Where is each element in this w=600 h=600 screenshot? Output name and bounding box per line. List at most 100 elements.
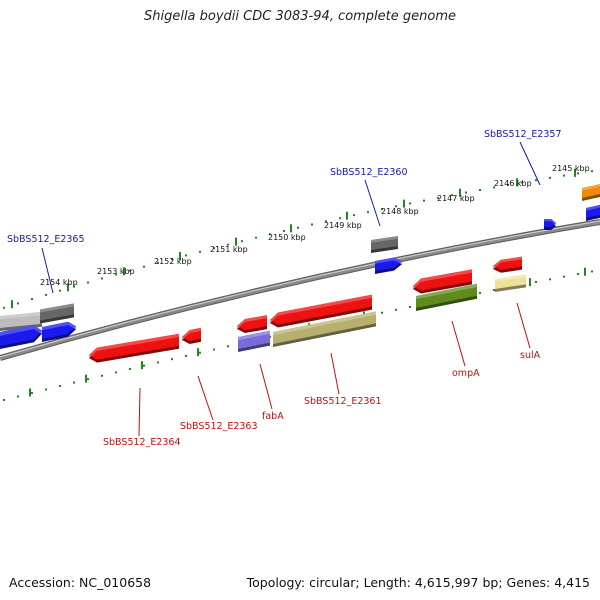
- blue-feature-highlight: [0, 325, 42, 336]
- gray-feature-highlight: [371, 235, 398, 243]
- inner-gene-label: fabA: [262, 411, 284, 422]
- outer-ring-major-tick: [403, 199, 405, 208]
- gene-features: [0, 184, 600, 363]
- pale-yellow-feature-highlight: [495, 274, 526, 282]
- outer-ring-major-tick: [516, 178, 518, 187]
- outer-ring-dot: [297, 226, 299, 229]
- outer-ring-dot: [563, 174, 565, 177]
- inner-ring-dot: [17, 395, 19, 398]
- genome-backbone: [0, 219, 600, 361]
- outer-ring-major-tick: [11, 300, 13, 309]
- red-feature: [493, 256, 522, 273]
- red-feature: [237, 315, 267, 334]
- outer-ring-dot: [325, 220, 327, 223]
- inner-ring-dot: [143, 364, 145, 367]
- inner-label-leader: [330, 352, 340, 395]
- blue-feature-highlight: [586, 204, 600, 211]
- inner-ring-major-tick: [85, 374, 87, 383]
- inner-ring-dot: [591, 270, 593, 273]
- gene-labels: SbBS512_E2357 SbBS512_E2360 SbBS512_E2365s…: [7, 129, 562, 448]
- outer-ring-dot: [549, 176, 551, 179]
- red-feature: [270, 294, 372, 328]
- outer-ring-dot: [367, 211, 369, 214]
- inner-ring-dot: [45, 388, 47, 391]
- outer-ring-dot: [521, 181, 523, 184]
- outer-ring-dot: [535, 179, 537, 182]
- outer-ring-dot: [143, 265, 145, 268]
- pale-yellow-feature: [495, 274, 526, 292]
- inner-ring-major-tick: [584, 267, 586, 276]
- inner-ring-major-tick: [141, 361, 143, 370]
- backbone-line: [0, 220, 600, 360]
- red-feature-highlight: [237, 315, 267, 330]
- inner-ring-dot: [493, 289, 495, 292]
- olive-feature-highlight: [416, 283, 477, 300]
- outer-ring-dot: [395, 205, 397, 208]
- purple-feature: [238, 330, 270, 352]
- gray-feature: [40, 303, 74, 324]
- outer-ring-dot: [101, 277, 103, 280]
- outer-ring-dot: [3, 306, 5, 309]
- red-feature: [413, 269, 472, 294]
- khaki-feature-highlight: [273, 311, 376, 336]
- outer-ring-major-tick: [179, 252, 181, 261]
- olive-feature: [416, 283, 477, 311]
- outer-ring-dot: [227, 243, 229, 246]
- blue-feature: [586, 204, 600, 221]
- outer-ring-dot: [241, 240, 243, 243]
- inner-ring-dot: [73, 381, 75, 384]
- red-feature: [182, 327, 201, 344]
- light-gray-feature-highlight: [0, 311, 42, 320]
- outer-ring-dot: [31, 298, 33, 301]
- scale-tick-label: 2150 kbp: [268, 233, 306, 242]
- inner-ring-dot: [227, 345, 229, 348]
- inner-ring-dot: [395, 308, 397, 311]
- inner-label-leader: [197, 375, 214, 421]
- orange-feature: [582, 184, 600, 201]
- outer-ring-major-tick: [123, 267, 125, 276]
- outer-ring-dot: [465, 191, 467, 194]
- scale-tick-label: 2148 kbp: [381, 207, 419, 216]
- inner-ring-dot: [563, 275, 565, 278]
- scale-tick-label: 2152 kbp: [154, 257, 192, 266]
- inner-ring-dot: [3, 398, 5, 401]
- inner-ring-dot: [213, 348, 215, 351]
- inner-gene-label: SbBS512_E2361: [304, 396, 382, 407]
- outer-ring-major-tick: [346, 211, 348, 220]
- gray-feature: [371, 235, 398, 253]
- outer-ring-dot: [507, 183, 509, 186]
- scale-tick-label: 2151 kbp: [210, 245, 248, 254]
- inner-ring-dot: [129, 368, 131, 371]
- outer-label-leader: [364, 179, 381, 227]
- scale-tick-label: 2146 kbp: [494, 179, 532, 188]
- outer-ring-dot: [437, 196, 439, 199]
- blue-feature: [42, 321, 76, 342]
- outer-ring-major-tick: [574, 168, 576, 177]
- accession-label: Accession: NC_010658: [9, 575, 152, 590]
- outer-ring-dot: [213, 247, 215, 250]
- inner-ring-major-tick: [529, 278, 531, 287]
- outer-ring-dot: [591, 170, 593, 173]
- scale-tick-label: 2147 kbp: [437, 194, 475, 203]
- backbone-highlight: [0, 220, 600, 358]
- inner-gene-label: ompA: [452, 368, 480, 379]
- inner-ring-major-tick: [29, 388, 31, 397]
- khaki-feature: [273, 311, 376, 347]
- outer-label-leader: [41, 247, 54, 294]
- red-feature-highlight: [270, 294, 372, 324]
- inner-ring-dot: [101, 374, 103, 377]
- outer-ring-dot: [311, 223, 313, 226]
- outer-gene-label: SbBS512_E2360: [330, 167, 408, 178]
- outer-ring-dot: [129, 269, 131, 272]
- outer-ring-dot: [115, 273, 117, 276]
- outer-label-leader: [519, 141, 541, 186]
- outer-ring-dot: [17, 302, 19, 305]
- inner-label-leader: [451, 320, 466, 367]
- outer-ring-dot: [87, 281, 89, 284]
- map-title: Shigella boydii CDC 3083-94, complete ge…: [143, 9, 457, 24]
- inner-ring-dot: [157, 361, 159, 364]
- inner-gene-label: SbBS512_E2364: [103, 437, 181, 448]
- blue-feature-highlight: [375, 257, 402, 264]
- scale-tick-label: 2153 kbp: [97, 267, 135, 276]
